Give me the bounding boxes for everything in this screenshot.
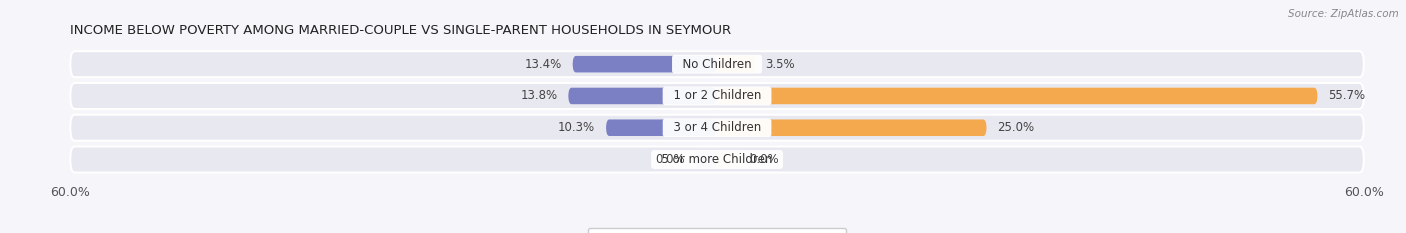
Text: 13.4%: 13.4% — [524, 58, 562, 71]
Legend: Married Couples, Single Parents: Married Couples, Single Parents — [588, 228, 846, 233]
Text: 0.0%: 0.0% — [655, 153, 685, 166]
FancyBboxPatch shape — [717, 56, 755, 72]
Text: No Children: No Children — [675, 58, 759, 71]
Text: 3.5%: 3.5% — [765, 58, 796, 71]
Text: 1 or 2 Children: 1 or 2 Children — [665, 89, 769, 103]
FancyBboxPatch shape — [717, 151, 738, 168]
FancyBboxPatch shape — [70, 51, 1364, 77]
Text: 25.0%: 25.0% — [997, 121, 1035, 134]
Text: 13.8%: 13.8% — [520, 89, 558, 103]
FancyBboxPatch shape — [568, 88, 717, 104]
Text: 55.7%: 55.7% — [1329, 89, 1365, 103]
FancyBboxPatch shape — [717, 120, 987, 136]
Text: 3 or 4 Children: 3 or 4 Children — [665, 121, 769, 134]
FancyBboxPatch shape — [70, 115, 1364, 141]
FancyBboxPatch shape — [70, 83, 1364, 109]
FancyBboxPatch shape — [717, 88, 1317, 104]
Text: INCOME BELOW POVERTY AMONG MARRIED-COUPLE VS SINGLE-PARENT HOUSEHOLDS IN SEYMOUR: INCOME BELOW POVERTY AMONG MARRIED-COUPL… — [70, 24, 731, 37]
Text: 0.0%: 0.0% — [749, 153, 779, 166]
Text: Source: ZipAtlas.com: Source: ZipAtlas.com — [1288, 9, 1399, 19]
FancyBboxPatch shape — [70, 147, 1364, 172]
FancyBboxPatch shape — [572, 56, 717, 72]
Text: 5 or more Children: 5 or more Children — [654, 153, 780, 166]
Text: 10.3%: 10.3% — [558, 121, 595, 134]
FancyBboxPatch shape — [696, 151, 717, 168]
FancyBboxPatch shape — [606, 120, 717, 136]
